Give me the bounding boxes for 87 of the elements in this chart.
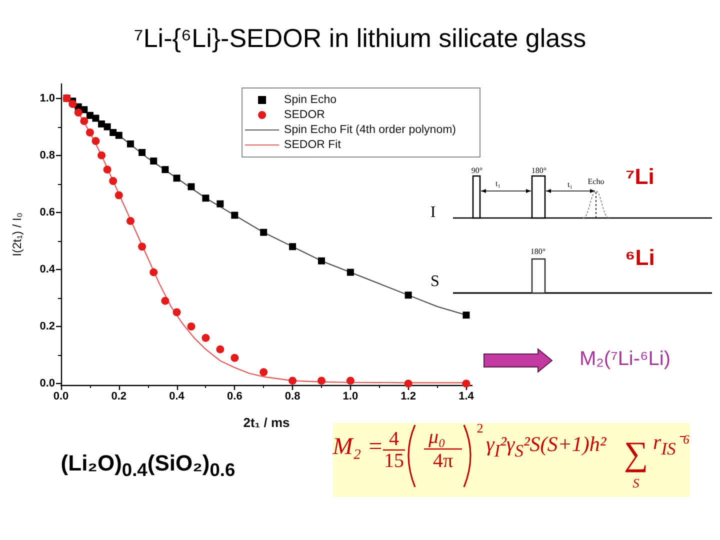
point <box>346 268 354 276</box>
point <box>92 114 100 122</box>
text: Echo <box>588 177 604 186</box>
point <box>202 194 210 202</box>
text: ⁷Li <box>626 164 654 189</box>
x-tick-label: 0.8 <box>284 390 300 402</box>
point <box>462 312 470 319</box>
x-tick-label: 1.0 <box>342 390 358 402</box>
point <box>115 132 122 139</box>
point <box>260 228 268 236</box>
y-tick-label: 0.0 <box>40 378 55 390</box>
y-tick-label: 0.2 <box>40 320 55 333</box>
y-axis-title: I(2t₁) / I₀ <box>10 212 24 256</box>
point <box>346 376 354 385</box>
text: 2 <box>476 420 484 436</box>
point <box>114 191 123 200</box>
point <box>138 242 146 251</box>
point <box>98 151 106 160</box>
point <box>289 243 296 250</box>
point <box>173 174 180 182</box>
annotation: S <box>430 273 440 290</box>
annotation: 90° <box>471 166 483 175</box>
y-tick-label: 0.8 <box>40 149 55 162</box>
text: γ$_{I}$²γ$_{S}$²S(S+1)h² <box>486 432 606 460</box>
point <box>288 376 297 385</box>
point <box>80 117 88 126</box>
y-tick-label: 0.6 <box>40 206 55 218</box>
text: μ₀ <box>428 426 446 448</box>
point <box>230 354 239 362</box>
point <box>162 166 169 174</box>
point <box>202 334 210 342</box>
x-tick-label: 0.6 <box>227 390 242 402</box>
text: t₁ <box>495 179 501 188</box>
point <box>92 137 100 146</box>
point <box>104 123 111 130</box>
point <box>462 380 470 388</box>
point <box>138 148 146 156</box>
point <box>216 200 224 208</box>
point <box>231 212 238 219</box>
text: r$_{IS}$⁻⁶ <box>653 430 690 458</box>
point <box>98 120 106 128</box>
legend-label: Spin Echo <box>284 94 336 106</box>
point <box>404 292 412 299</box>
text: (Li₂O)$_{0.4}$(SiO₂)$_{0.6}$ <box>60 450 236 480</box>
point <box>126 140 134 148</box>
point <box>68 100 77 108</box>
point <box>110 129 117 136</box>
text: M₂ = <box>332 434 384 460</box>
point <box>74 108 82 117</box>
point <box>126 216 134 225</box>
chart-title: ⁷Li-{⁶Li}-SEDOR in lithium silicate glass <box>134 23 586 53</box>
point <box>216 345 224 354</box>
text: 4π <box>432 450 454 472</box>
x-tick-label: 1.4 <box>458 390 475 402</box>
text: S <box>632 476 640 490</box>
x-tick-label: 0.2 <box>111 390 127 402</box>
point <box>318 376 326 385</box>
point <box>86 128 94 136</box>
point <box>172 308 181 316</box>
point <box>103 166 112 174</box>
text: M₂(⁷Li-⁶Li) <box>579 348 671 370</box>
legend-label: Spin Echo Fit (4th order polynom) <box>284 124 456 136</box>
y-tick-label: 0.4 <box>40 263 56 276</box>
point <box>150 158 158 165</box>
text: t₁ <box>567 180 573 189</box>
x-axis-title: 2t₁ / ms <box>243 415 290 430</box>
point <box>188 183 195 190</box>
point <box>109 177 118 185</box>
point <box>260 368 268 376</box>
annotation: I <box>430 204 436 221</box>
point <box>318 257 325 264</box>
text: 15 <box>384 450 404 472</box>
text: 180° <box>531 166 547 175</box>
text: 4 <box>389 428 399 450</box>
legend-label: SEDOR <box>284 109 325 121</box>
point <box>187 322 196 331</box>
point <box>404 380 412 388</box>
x-tick-label: 1.2 <box>400 390 416 402</box>
point <box>161 296 170 305</box>
x-tick-label: 0.0 <box>53 390 69 402</box>
text: ⁶Li <box>625 245 655 270</box>
point <box>150 268 158 276</box>
text: 180° <box>530 247 546 256</box>
y-tick-label: 1.0 <box>40 92 55 104</box>
x-tick-label: 0.4 <box>169 390 186 402</box>
text: ∑ <box>624 436 648 473</box>
legend-label: SEDOR Fit <box>284 139 342 151</box>
